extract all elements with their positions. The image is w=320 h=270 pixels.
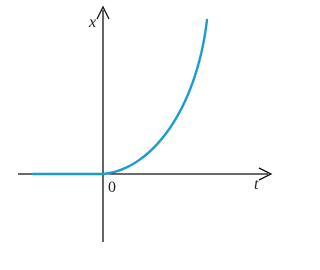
- origin-label: 0: [108, 179, 116, 196]
- graph: x t 0: [18, 5, 273, 242]
- t-axis-arrow: [258, 167, 273, 181]
- x-axis-arrow: [96, 5, 110, 20]
- x-axis-label: x: [88, 14, 96, 31]
- curve: [31, 18, 209, 176]
- t-axis-label: t: [254, 176, 259, 193]
